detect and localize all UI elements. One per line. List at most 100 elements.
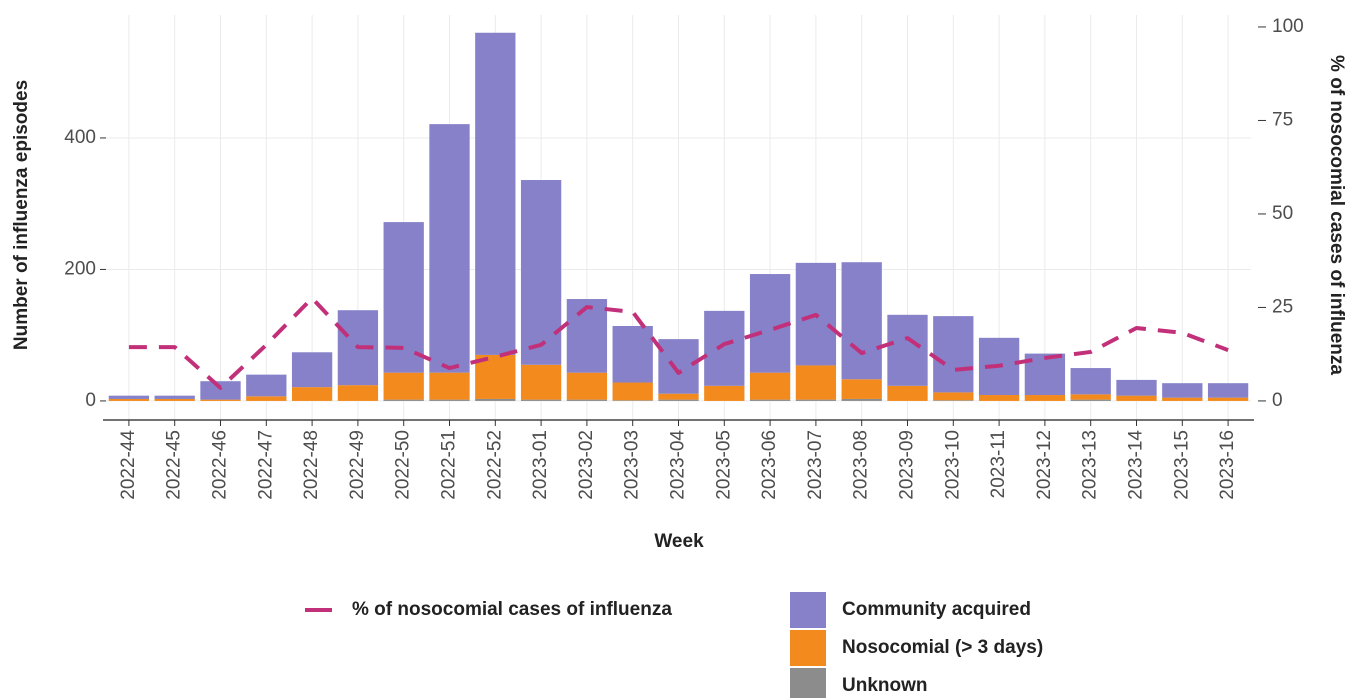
x-tick-label: 2023-09 xyxy=(897,430,918,500)
x-tick-label: 2022-52 xyxy=(484,430,505,500)
bar xyxy=(704,310,745,386)
bar xyxy=(704,385,745,401)
legend-swatch xyxy=(790,592,826,628)
bar xyxy=(933,392,974,401)
bar xyxy=(887,385,928,401)
x-tick-label: 2023-11 xyxy=(988,430,1009,498)
legend-label: Unknown xyxy=(842,675,928,696)
x-tick-label: 2023-13 xyxy=(1080,430,1101,500)
y2-tick-label: 25 xyxy=(1272,296,1293,317)
bar xyxy=(429,399,470,401)
x-tick-label: 2023-01 xyxy=(530,430,551,500)
bar xyxy=(1024,395,1066,401)
x-tick-label: 2023-16 xyxy=(1217,430,1238,500)
bar xyxy=(1207,397,1249,401)
bar xyxy=(978,395,1020,401)
bar xyxy=(291,352,333,388)
bar xyxy=(520,364,562,400)
x-tick-label: 2023-02 xyxy=(576,430,597,500)
bar xyxy=(612,325,653,383)
bar xyxy=(475,398,516,401)
bar xyxy=(658,393,699,400)
legend-swatch xyxy=(790,668,826,698)
legend-label: Nosocomial (> 3 days) xyxy=(842,637,1043,658)
bar xyxy=(520,180,562,365)
y2-tick-label: 75 xyxy=(1272,109,1293,130)
x-tick-label: 2023-06 xyxy=(759,430,780,500)
bar xyxy=(1070,394,1111,400)
bar xyxy=(291,387,333,401)
bar xyxy=(200,381,241,400)
x-tick-label: 2022-49 xyxy=(347,430,368,500)
x-tick-label: 2022-51 xyxy=(439,430,460,500)
bar xyxy=(475,32,516,355)
x-tick-label: 2023-14 xyxy=(1126,430,1147,500)
bar xyxy=(383,372,424,400)
bar xyxy=(383,399,424,401)
bar xyxy=(246,396,287,401)
bar xyxy=(475,354,516,399)
bar xyxy=(795,399,837,401)
legend-label: Community acquired xyxy=(842,599,1031,620)
bar xyxy=(1116,395,1157,401)
bar xyxy=(520,399,562,401)
bar xyxy=(658,339,699,394)
x-tick-label: 2022-48 xyxy=(301,430,322,500)
x-tick-label: 2023-07 xyxy=(805,430,826,500)
bar xyxy=(566,299,608,373)
x-tick-label: 2022-50 xyxy=(393,430,414,500)
bar xyxy=(887,314,928,386)
x-tick-label: 2022-45 xyxy=(164,430,185,500)
x-axis-title: Week xyxy=(654,531,704,552)
bar xyxy=(429,124,470,373)
x-tick-label: 2023-04 xyxy=(668,430,689,500)
bar xyxy=(1162,397,1203,401)
bar xyxy=(566,372,608,400)
bar xyxy=(841,398,882,401)
bar xyxy=(1207,383,1249,398)
x-tick-label: 2022-44 xyxy=(118,430,139,500)
line xyxy=(128,296,1229,390)
bar xyxy=(566,399,608,401)
bar xyxy=(612,400,653,401)
y-tick-label: 400 xyxy=(64,127,96,148)
y2-axis-title: % of nosocomial cases of influenza xyxy=(1326,55,1347,375)
legend-label: % of nosocomial cases of influenza xyxy=(352,599,672,620)
y-tick-label: 0 xyxy=(85,390,96,411)
bar xyxy=(337,385,379,401)
bar xyxy=(749,399,791,401)
y2-tick-label: 50 xyxy=(1272,203,1293,224)
bar xyxy=(749,372,791,400)
bar xyxy=(933,400,974,401)
bar xyxy=(612,382,653,401)
bar xyxy=(429,372,470,400)
bar xyxy=(841,262,882,380)
bar xyxy=(108,395,150,399)
bar xyxy=(200,399,241,401)
bar xyxy=(1162,383,1203,398)
bar xyxy=(383,222,424,373)
x-tick-label: 2023-08 xyxy=(851,430,872,500)
bar xyxy=(154,398,195,401)
y2-tick-label: 0 xyxy=(1272,390,1283,411)
x-tick-label: 2023-12 xyxy=(1034,430,1055,500)
bar xyxy=(108,398,150,401)
x-tick-label: 2023-03 xyxy=(622,430,643,500)
x-tick-label: 2023-15 xyxy=(1171,430,1192,500)
bar xyxy=(658,399,699,401)
bar xyxy=(749,274,791,373)
x-tick-label: 2023-05 xyxy=(713,430,734,500)
x-tick-label: 2023-10 xyxy=(942,430,963,500)
bar xyxy=(933,316,974,393)
x-tick-label: 2022-47 xyxy=(255,430,276,500)
bar xyxy=(841,379,882,399)
bar xyxy=(1070,399,1111,401)
bar xyxy=(154,395,195,399)
y-tick-label: 200 xyxy=(64,258,96,279)
bar xyxy=(1116,379,1157,396)
bar xyxy=(1070,368,1111,395)
x-tick-label: 2022-46 xyxy=(210,430,231,500)
bar xyxy=(246,374,287,397)
bar xyxy=(795,365,837,400)
